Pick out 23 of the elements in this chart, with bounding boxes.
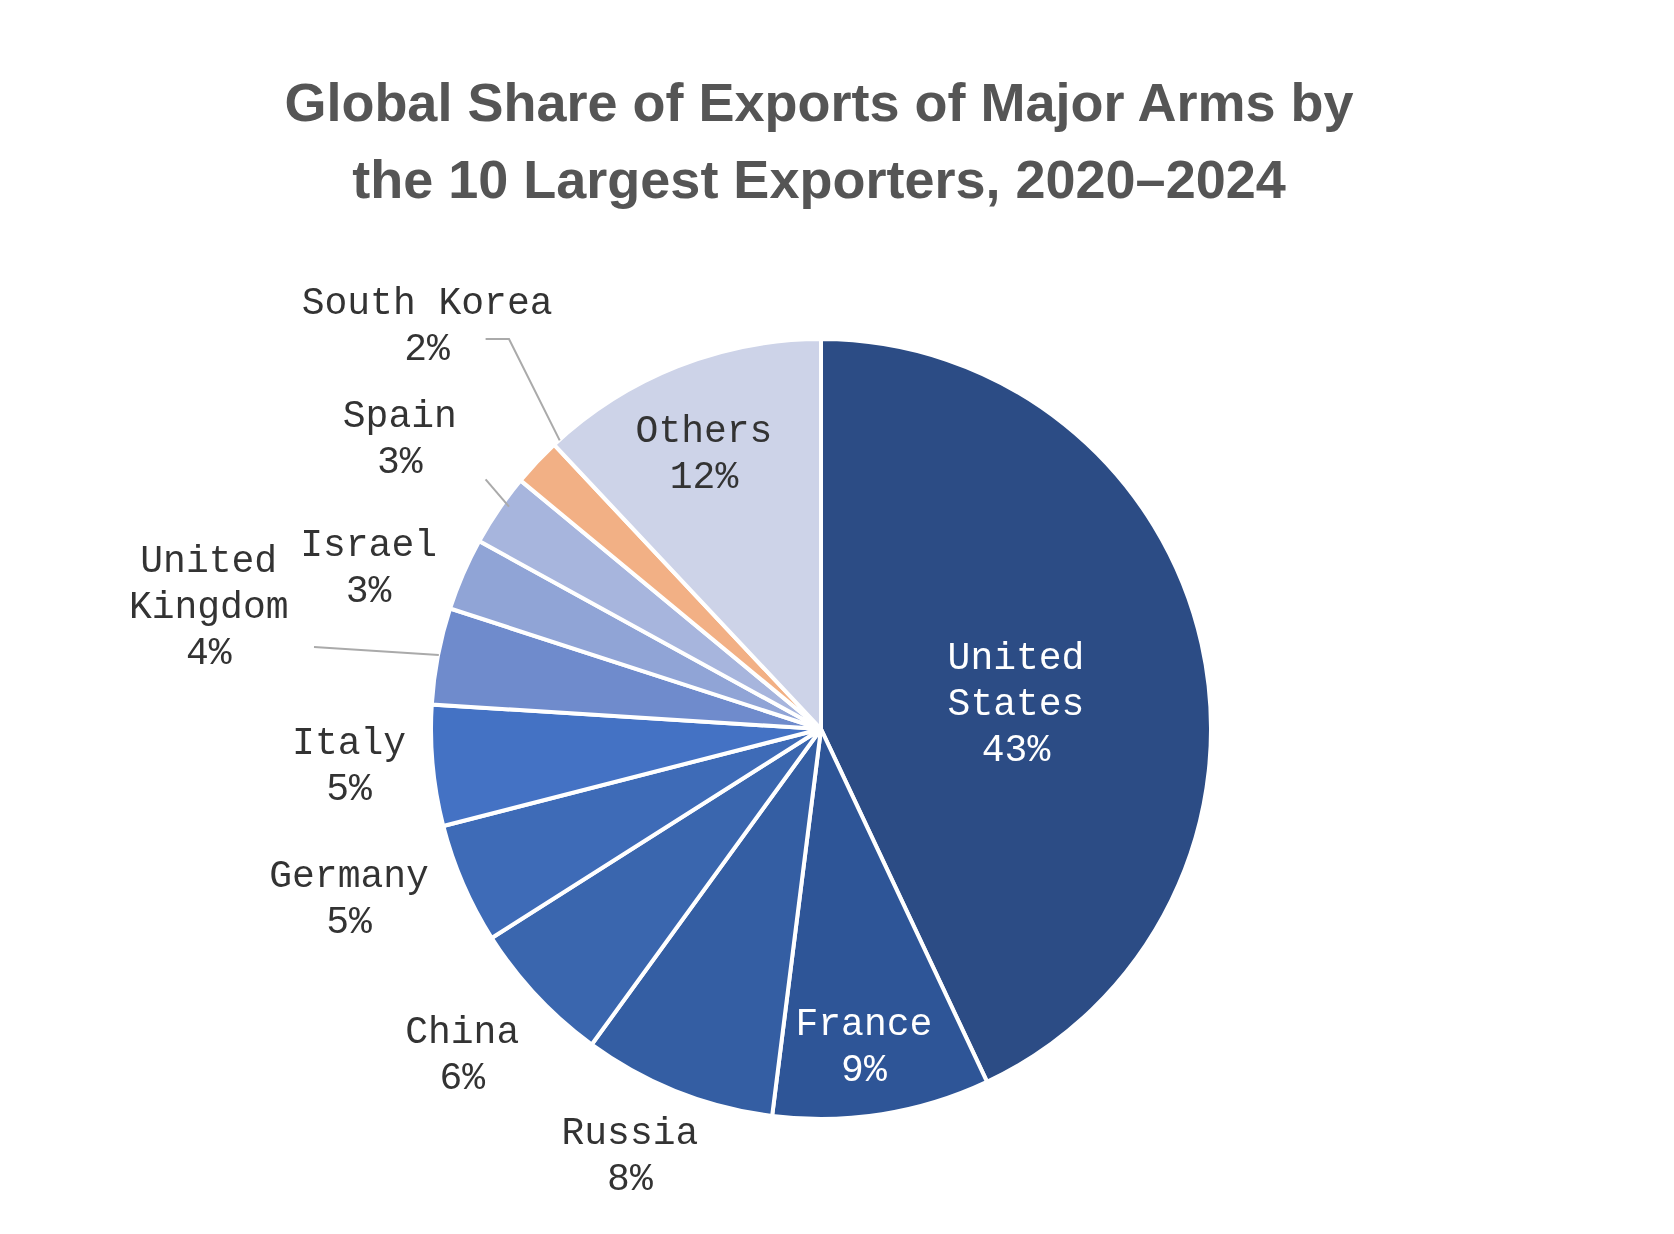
data-label: 9% — [841, 1049, 887, 1093]
chart-title: Global Share of Exports of Major Arms by the 10 Largest Exporters, 2020–2024 — [284, 71, 1354, 209]
data-label: 3% — [345, 569, 392, 613]
slice-label: Others — [635, 410, 773, 454]
data-label: 2% — [404, 327, 451, 371]
slice-label: Israel — [300, 523, 438, 567]
data-label: 5% — [326, 901, 373, 944]
data-label: 43% — [981, 729, 1051, 772]
data-label: 4% — [185, 631, 232, 675]
slice-label: France — [795, 1003, 933, 1047]
data-label: 8% — [607, 1158, 653, 1202]
data-label: 6% — [439, 1057, 486, 1100]
data-label: 3% — [377, 440, 423, 484]
slice-label: United States — [947, 637, 1085, 726]
data-label: 5% — [326, 768, 373, 812]
slice-label: Russia — [561, 1112, 699, 1156]
slice-label: Germany — [269, 855, 429, 898]
slice-label: United Kingdom — [128, 539, 289, 629]
slice-label: China — [405, 1011, 520, 1054]
slice-label: Spain — [342, 394, 457, 438]
slice-label: Italy — [292, 722, 407, 766]
slice-label: South Korea — [301, 281, 553, 325]
data-label: 12% — [669, 456, 739, 500]
